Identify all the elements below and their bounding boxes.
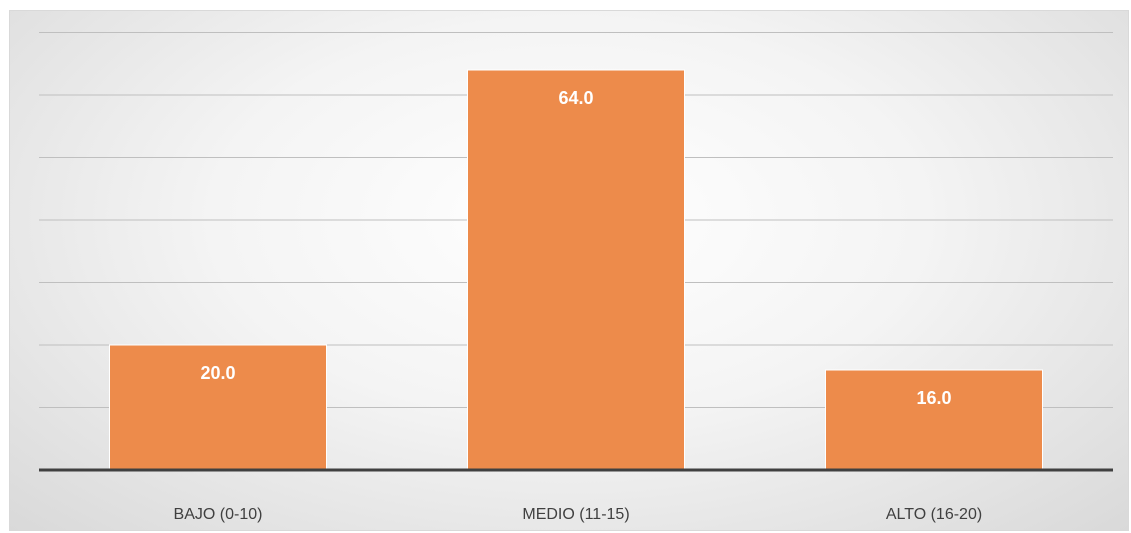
data-label: 20.0 bbox=[200, 363, 235, 383]
data-label: 64.0 bbox=[558, 88, 593, 108]
category-label: BAJO (0-10) bbox=[174, 506, 263, 523]
bar-2 bbox=[467, 69, 685, 471]
category-label: ALTO (16-20) bbox=[886, 506, 982, 523]
bars bbox=[109, 69, 1043, 471]
category-labels: BAJO (0-10) MEDIO (11-15) ALTO (16-20) bbox=[174, 506, 983, 523]
bar-chart: 20.0 64.0 16.0 BAJO (0-10) MEDIO (11-15) ALT… bbox=[39, 32, 1113, 523]
category-label: MEDIO (11-15) bbox=[522, 506, 629, 523]
data-labels: 20.0 64.0 16.0 bbox=[200, 88, 951, 408]
chart-frame: 20.0 64.0 16.0 BAJO (0-10) MEDIO (11-15) ALT… bbox=[9, 10, 1129, 531]
bar-3 bbox=[825, 369, 1043, 471]
data-label: 16.0 bbox=[916, 388, 951, 408]
